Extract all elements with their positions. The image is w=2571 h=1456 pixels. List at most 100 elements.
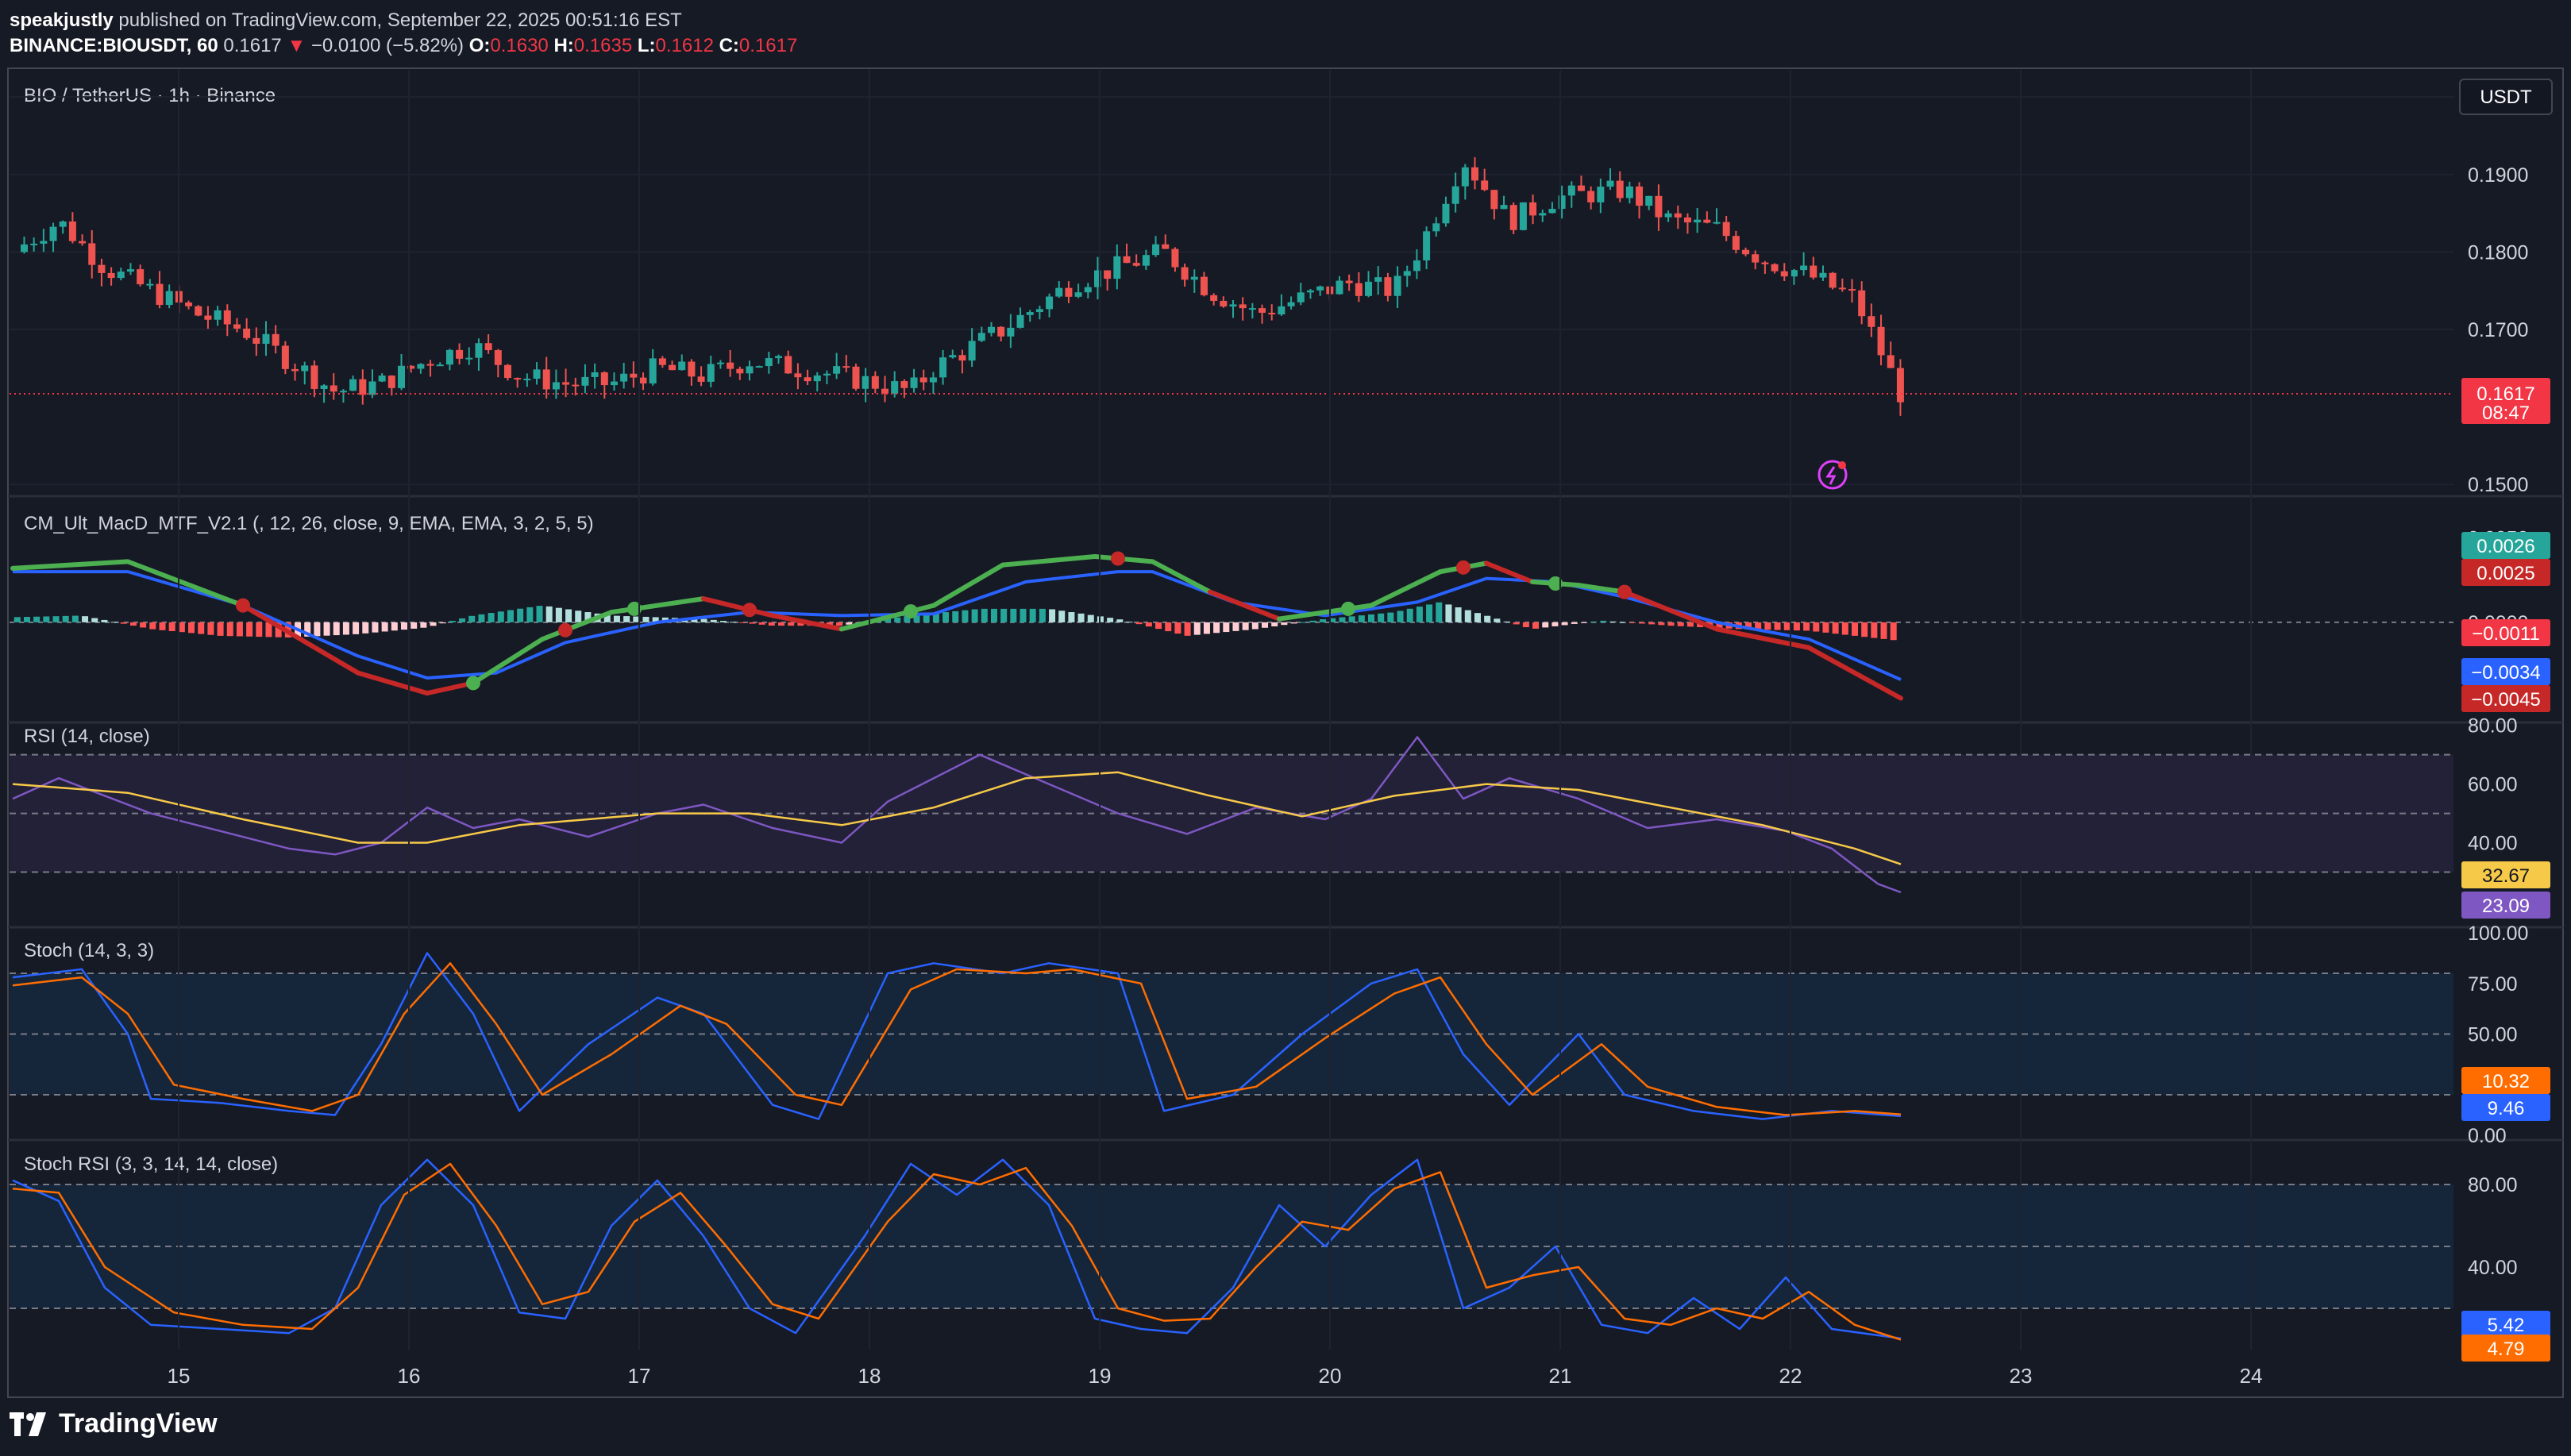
candle xyxy=(949,355,957,358)
macd-histogram-bar xyxy=(1464,610,1471,622)
candle xyxy=(765,358,773,367)
candle xyxy=(1664,213,1672,218)
macd-histogram-bar xyxy=(323,622,330,636)
macd-histogram-bar xyxy=(1494,618,1501,622)
candle xyxy=(939,357,947,378)
candle xyxy=(1790,270,1798,277)
rsi-line xyxy=(12,736,1902,894)
macd-histogram-bar xyxy=(1309,620,1316,622)
change-value: −0.0100 (−5.82%) xyxy=(310,35,464,56)
candle xyxy=(746,366,754,374)
macd-histogram-bar xyxy=(1320,619,1327,622)
candle xyxy=(1577,185,1585,191)
macd-histogram-bar xyxy=(1203,622,1210,634)
macd-value-label: 0.0026 xyxy=(2477,536,2534,557)
low-value: 0.1612 xyxy=(655,35,714,56)
candle xyxy=(1403,271,1411,276)
macd-line-segment xyxy=(1714,626,1811,650)
macd-histogram-bar xyxy=(1542,622,1549,628)
candle xyxy=(59,221,67,227)
macd-histogram-bar xyxy=(411,622,418,629)
candle xyxy=(562,382,570,385)
macd-histogram-bar xyxy=(129,622,137,626)
price-pane: BIO / TetherUS · 1h · Binance0.20000.190… xyxy=(10,79,2553,496)
candle xyxy=(146,283,154,286)
macd-histogram-bar xyxy=(768,622,775,626)
candle xyxy=(1345,280,1353,283)
candle xyxy=(1287,302,1295,306)
macd-histogram-bar xyxy=(1368,614,1374,622)
macd-histogram-bar xyxy=(1077,613,1085,622)
candle xyxy=(262,333,270,345)
macd-cross-dot xyxy=(742,603,757,618)
macd-histogram-bar xyxy=(1871,622,1878,638)
macd-line-segment xyxy=(609,596,706,615)
macd-histogram-bar xyxy=(23,617,30,622)
macd-histogram-bar xyxy=(226,622,233,637)
candle xyxy=(1810,265,1817,278)
candle xyxy=(1461,167,1469,187)
candle xyxy=(919,377,927,383)
x-tick-label: 16 xyxy=(398,1364,421,1388)
author-name[interactable]: speakjustly xyxy=(10,10,114,31)
candle xyxy=(445,349,453,365)
macd-histogram-bar xyxy=(1029,608,1036,622)
last-price-label: 0.1617 xyxy=(2477,383,2534,405)
candle xyxy=(929,377,937,383)
macd-histogram-bar xyxy=(256,622,263,637)
candle xyxy=(1306,290,1314,293)
candle xyxy=(407,365,415,369)
close-label: C: xyxy=(719,35,739,56)
macd-histogram-bar xyxy=(1049,609,1056,622)
candle xyxy=(658,358,666,365)
macd-value-label-bg xyxy=(2461,619,2550,646)
candle xyxy=(1035,309,1043,313)
macd-histogram-bar xyxy=(372,622,379,633)
macd-line-segment xyxy=(839,603,936,632)
macd-histogram-bar xyxy=(739,622,746,623)
rsi-pane: RSI (14, close) 80.00 60.00 40.00 32.67 23.09 xyxy=(10,715,2550,919)
candle xyxy=(1597,187,1605,202)
candle xyxy=(688,361,696,377)
macd-histogram-bar xyxy=(1329,618,1336,622)
macd-histogram-bar xyxy=(43,616,50,622)
candle xyxy=(891,381,899,394)
macd-histogram-bar xyxy=(314,622,321,637)
candle xyxy=(968,341,976,361)
macd-histogram-bar xyxy=(1716,622,1723,629)
macd-histogram-bar xyxy=(353,622,360,634)
stoch-title: Stoch (14, 3, 3) xyxy=(24,940,154,961)
candle xyxy=(1713,221,1721,224)
candle xyxy=(1858,290,1866,317)
macd-cross-dot xyxy=(904,604,918,619)
stoch-value-label: 9.46 xyxy=(2488,1098,2525,1119)
macd-histogram-bar xyxy=(700,618,707,622)
candle xyxy=(1567,185,1575,196)
rsi-tick-label: 80.00 xyxy=(2468,715,2518,738)
macd-histogram-bar xyxy=(719,621,727,622)
macd-histogram-bar xyxy=(168,622,175,631)
rsi-ma-line xyxy=(12,771,1902,865)
candle xyxy=(1046,296,1054,310)
macd-histogram-bar xyxy=(749,622,756,624)
candle xyxy=(988,326,995,333)
macd-histogram-bar xyxy=(1600,620,1607,622)
macd-value-label-bg xyxy=(2461,658,2550,685)
macd-pane: CM_Ult_MacD_MTF_V2.1 (, 12, 26, close, 9… xyxy=(10,513,2550,712)
macd-histogram-bar xyxy=(1223,622,1230,633)
macd-value-label-bg xyxy=(2461,532,2550,559)
candle xyxy=(1655,195,1663,218)
macd-histogram-bar xyxy=(1426,604,1433,622)
macd-histogram-bar xyxy=(913,614,920,622)
countdown-label: 08:47 xyxy=(2482,403,2530,424)
macd-histogram-bar xyxy=(1484,615,1491,622)
candle xyxy=(620,373,628,382)
candle xyxy=(417,364,425,369)
candle xyxy=(301,365,309,372)
candle xyxy=(1761,262,1769,264)
candle xyxy=(1093,270,1101,287)
candle xyxy=(794,373,802,378)
candle xyxy=(1625,186,1633,198)
macd-value-label: −0.0034 xyxy=(2471,662,2540,684)
